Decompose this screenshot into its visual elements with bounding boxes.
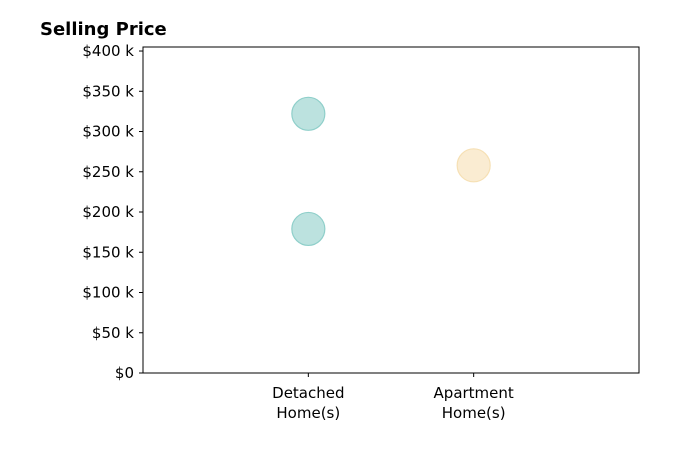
- data-point: [291, 211, 326, 247]
- x-tick-label: Detached: [272, 384, 344, 402]
- y-tick-label: $100 k: [82, 284, 134, 302]
- y-tick-label: $400 k: [82, 42, 134, 60]
- x-tick-label: Home(s): [276, 404, 340, 422]
- y-tick-label: $200 k: [82, 203, 134, 221]
- y-tick-label: $0: [115, 364, 134, 382]
- data-point: [456, 148, 491, 183]
- y-tick-label: $350 k: [82, 82, 134, 100]
- plot-frame: [142, 46, 640, 374]
- x-tick-label: Home(s): [442, 404, 506, 422]
- y-tick-label: $300 k: [82, 123, 134, 141]
- y-tick-label: $250 k: [82, 163, 134, 181]
- points-layer: [291, 96, 491, 247]
- data-point: [291, 96, 326, 131]
- x-axis: Detached Home(s) Apartment Home(s): [272, 373, 514, 422]
- y-axis: $0 $50 k $100 k $150 k $200 k $250 k $300 k $35…: [82, 42, 143, 382]
- x-tick-label: Apartment: [434, 384, 514, 402]
- y-tick-label: $150 k: [82, 243, 134, 261]
- chart-title: Selling Price: [40, 19, 167, 40]
- y-tick-label: $50 k: [92, 324, 134, 342]
